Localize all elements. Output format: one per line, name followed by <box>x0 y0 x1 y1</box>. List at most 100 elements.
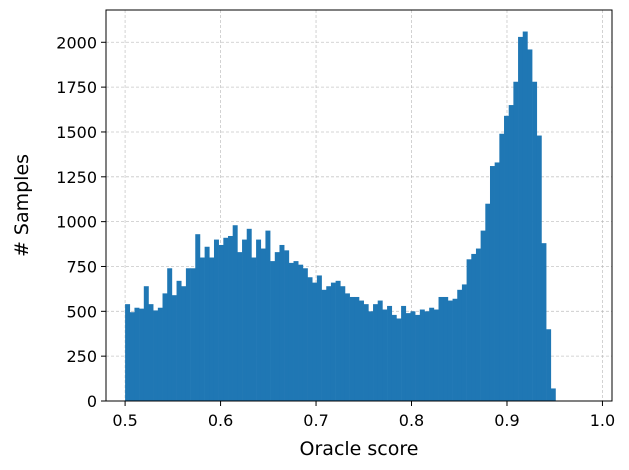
histogram-bar <box>363 304 369 401</box>
histogram-bar <box>340 286 346 401</box>
histogram-bar <box>284 250 290 401</box>
histogram-bar <box>148 304 154 401</box>
y-tick-label: 750 <box>66 257 97 276</box>
histogram-bar <box>125 304 131 401</box>
histogram-bar <box>532 81 538 402</box>
histogram-bar <box>302 268 308 401</box>
histogram-bar <box>228 235 233 401</box>
histogram-bar <box>438 296 444 401</box>
histogram-bar <box>499 133 505 401</box>
histogram-bar <box>377 300 383 401</box>
histogram-bar <box>270 261 276 401</box>
histogram-bar <box>405 313 411 401</box>
x-tick-label: 0.6 <box>208 411 233 430</box>
histogram-bar <box>213 239 219 401</box>
histogram-bar <box>527 49 533 402</box>
histogram-bar <box>195 234 201 401</box>
histogram-bar <box>480 230 486 401</box>
histogram-bar <box>218 244 224 401</box>
histogram-bar <box>461 284 467 401</box>
histogram-bar <box>190 268 196 401</box>
histogram-bar <box>246 228 252 401</box>
histogram-bar <box>199 257 205 401</box>
histogram-bar <box>134 307 140 401</box>
histogram-bar <box>298 264 304 401</box>
y-tick-label: 1750 <box>56 78 97 97</box>
histogram-bar <box>274 252 280 401</box>
histogram-bar <box>171 295 177 401</box>
histogram-bar <box>307 277 313 401</box>
histogram-bar <box>452 298 458 401</box>
histogram-bar <box>330 282 336 401</box>
histogram-bar <box>489 166 495 401</box>
histogram-bar <box>522 31 528 401</box>
x-axis-label: Oracle score <box>300 438 419 460</box>
histogram-bar <box>508 105 514 401</box>
histogram-bar <box>162 293 168 401</box>
histogram-bar <box>181 286 187 401</box>
histogram-bar <box>321 289 327 401</box>
y-tick-label: 250 <box>66 347 97 366</box>
histogram-bar <box>316 275 322 401</box>
histogram-bar <box>354 296 360 401</box>
histogram-bar <box>368 311 374 401</box>
y-tick-label: 0 <box>87 392 97 411</box>
histogram-bar <box>504 115 509 401</box>
histogram-bar <box>419 309 425 401</box>
histogram-bar <box>433 309 439 401</box>
histogram-bar <box>265 230 271 401</box>
histogram-bar <box>167 268 173 401</box>
histogram-bar <box>185 268 191 401</box>
y-tick-label: 1250 <box>56 168 97 187</box>
y-tick-label: 1000 <box>56 213 97 232</box>
histogram-bar <box>139 308 145 401</box>
histogram-bar <box>242 239 248 401</box>
histogram-bar <box>256 239 262 401</box>
x-tick-label: 0.8 <box>399 411 424 430</box>
histogram-bar <box>518 36 524 401</box>
histogram-bar <box>359 300 364 401</box>
histogram-bar <box>176 280 182 401</box>
x-tick-label: 0.7 <box>303 411 328 430</box>
histogram-bar <box>373 304 379 401</box>
y-tick-label: 500 <box>66 302 97 321</box>
histogram-bar <box>391 314 397 401</box>
y-axis-ticks: 0 250 500 750 1000 1250 1500 1750 2000 <box>56 33 106 411</box>
histogram-bar <box>513 81 519 402</box>
histogram-bar <box>401 305 407 401</box>
histogram-bar <box>466 259 472 401</box>
x-axis-ticks: 0.5 0.6 0.7 0.8 0.9 1.0 <box>112 401 615 430</box>
y-tick-label: 1500 <box>56 123 97 142</box>
histogram-bar <box>387 305 393 401</box>
histogram-bar <box>415 314 421 401</box>
x-tick-label: 0.5 <box>112 411 137 430</box>
histogram-bar <box>153 310 159 401</box>
histogram-bar <box>312 282 318 401</box>
histogram-bar <box>471 253 477 401</box>
histogram-bar <box>237 252 243 401</box>
histogram-bar <box>447 300 453 401</box>
histogram-bar <box>157 307 163 401</box>
histogram-bar <box>550 388 556 401</box>
histogram-bar <box>424 311 430 401</box>
histogram-bar <box>143 286 149 401</box>
histogram-bar <box>541 243 547 401</box>
y-tick-label: 2000 <box>56 33 97 52</box>
histogram-bar <box>232 225 238 401</box>
y-axis-label: # Samples <box>11 154 33 257</box>
histogram-bar <box>293 261 299 401</box>
histogram-bar <box>279 244 285 401</box>
histogram-bar <box>429 307 435 401</box>
histogram-bars <box>125 31 556 402</box>
histogram-bar <box>209 257 215 401</box>
plot-frame <box>105 9 613 402</box>
histogram-bar <box>204 246 210 401</box>
histogram-bar <box>335 280 341 401</box>
histogram-bar <box>485 203 491 401</box>
histogram-bar <box>223 237 229 401</box>
histogram-bar <box>251 257 257 401</box>
histogram-bar <box>443 296 449 401</box>
histogram-bar <box>260 248 266 401</box>
histogram-bar <box>457 289 463 401</box>
